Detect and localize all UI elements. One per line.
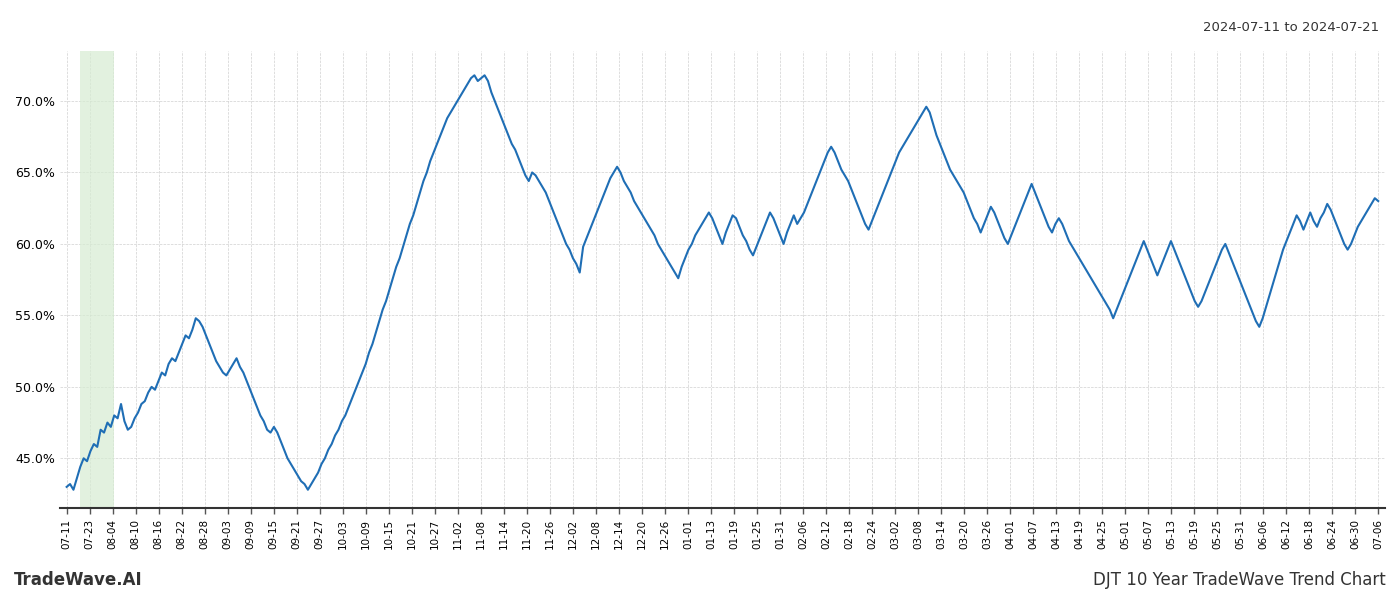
Bar (80, 51, 115, 508)
Text: DJT 10 Year TradeWave Trend Chart: DJT 10 Year TradeWave Trend Chart (1093, 571, 1386, 589)
Text: 2024-07-11 to 2024-07-21: 2024-07-11 to 2024-07-21 (1203, 21, 1379, 34)
Text: TradeWave.AI: TradeWave.AI (14, 571, 143, 589)
